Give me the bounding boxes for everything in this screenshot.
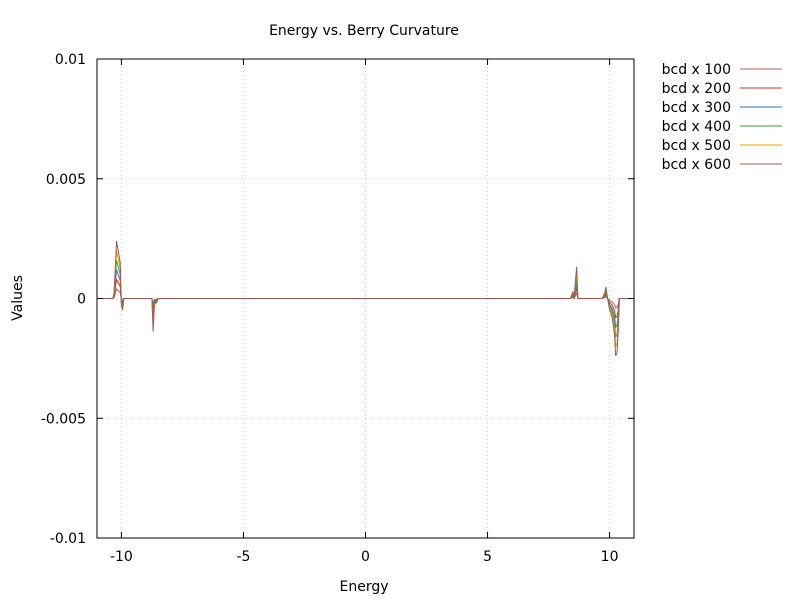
y-axis-label: Values <box>10 275 26 321</box>
x-tick-label: 10 <box>601 549 619 565</box>
y-tick-label: -0.005 <box>41 411 86 427</box>
legend-label: bcd x 600 <box>662 157 731 173</box>
series-line-6 <box>97 240 634 357</box>
legend-label: bcd x 500 <box>662 138 731 154</box>
y-tick-label: 0 <box>77 292 86 308</box>
legend-label: bcd x 400 <box>662 119 731 135</box>
legend-label: bcd x 100 <box>662 62 731 78</box>
y-tick-label: -0.01 <box>50 531 86 547</box>
legend-label: bcd x 300 <box>662 100 731 116</box>
y-tick-label: 0.005 <box>46 172 86 188</box>
chart-title: Energy vs. Berry Curvature <box>269 23 459 39</box>
x-tick-label: 0 <box>361 549 370 565</box>
legend: bcd x 100 bcd x 200 bcd x 300 bcd x 400 bcd … <box>662 62 782 173</box>
x-tick-label: 5 <box>483 549 492 565</box>
x-tick-label: -10 <box>110 549 133 565</box>
x-axis-label: Energy <box>339 579 388 595</box>
x-tick-label: -5 <box>236 549 250 565</box>
y-tick-label: 0.01 <box>55 52 86 68</box>
ticks: -10 -5 0 5 10 -0.01 -0.005 0 0.005 0.01 <box>41 52 634 565</box>
legend-label: bcd x 200 <box>662 81 731 97</box>
series-group <box>97 240 634 357</box>
